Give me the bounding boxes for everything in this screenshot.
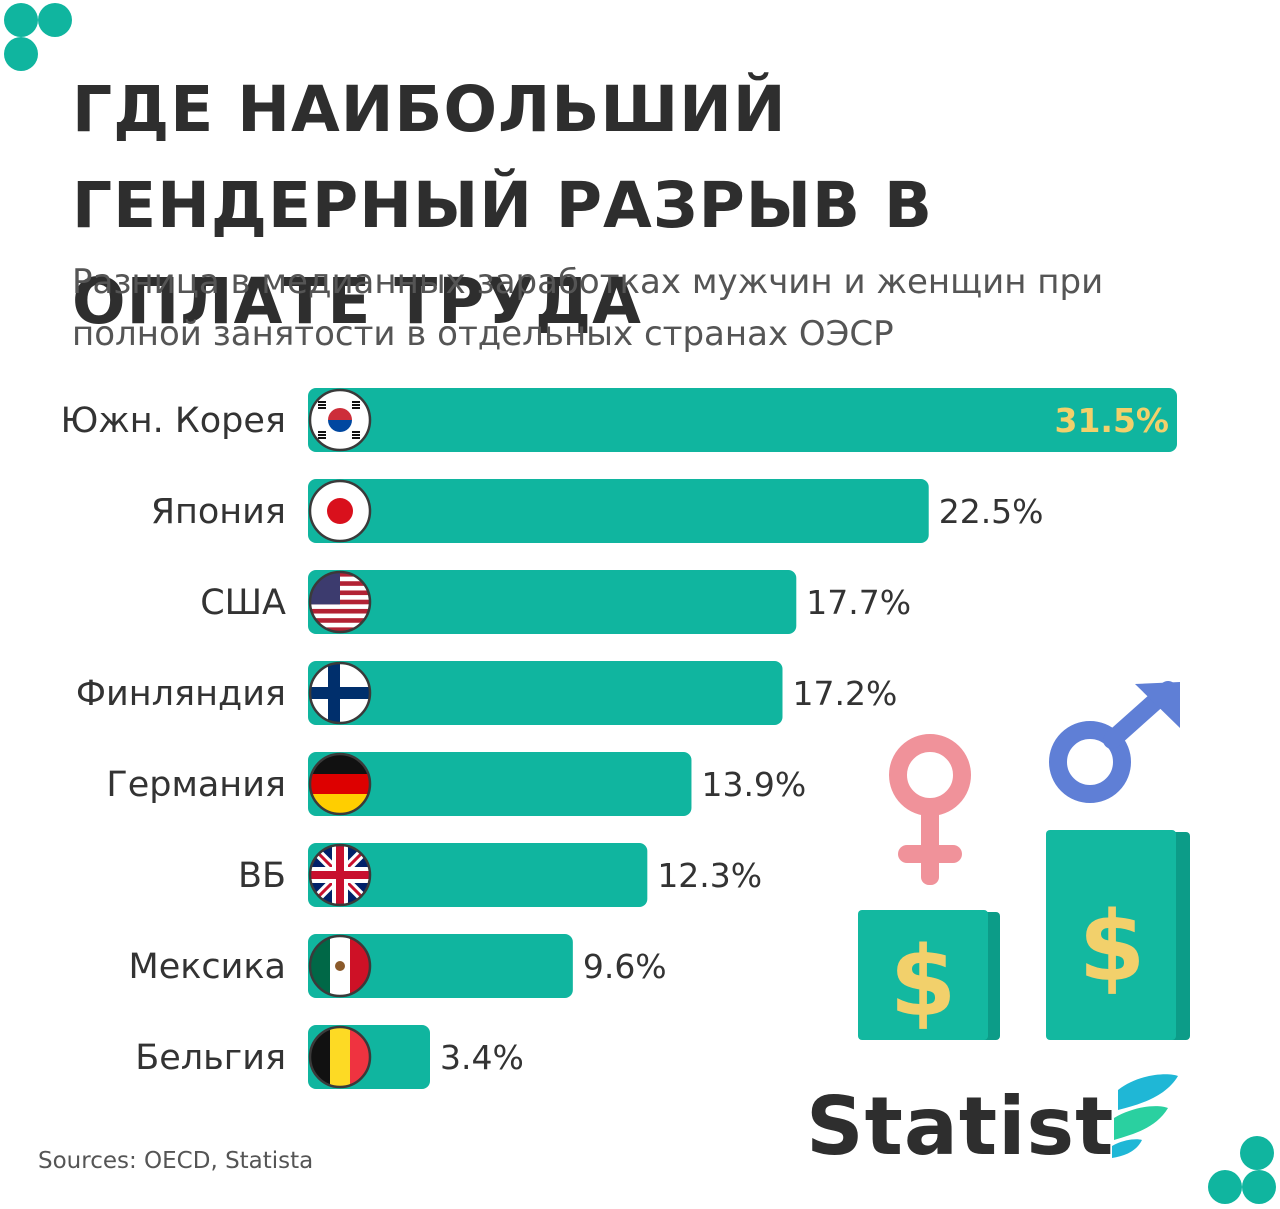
bar-chart: Южн. Корея 31.5% Япония 22.5% США 17.7% Финлян… [60,388,1177,1089]
bar-finland [308,661,783,725]
statista-logo-icon [1112,1074,1178,1158]
usa-flag-icon [308,570,372,634]
japan-flag-icon [308,479,372,543]
sources-note: Sources: OECD, Statista [38,1148,314,1174]
value-label: 13.9% [701,765,806,804]
country-label: Южн. Корея [60,401,286,441]
chart-title: ГДЕ НАИБОЛЬШИЙ ГЕНДЕРНЫЙ РАЗРЫВ В ОПЛАТЕ… [72,73,933,338]
country-label: Германия [106,765,286,805]
female-symbol-icon [889,734,971,885]
bar-uk [308,843,648,907]
value-label: 22.5% [939,492,1044,531]
finland-flag-icon [308,661,372,725]
uk-flag-icon [308,843,372,907]
value-label: 17.7% [806,583,911,622]
statist-logo-text: Statist [806,1080,1115,1173]
mexico-flag-icon [308,934,372,998]
money-stack-large: $ [1046,830,1190,1040]
dollar-icon: $ [1079,891,1146,1003]
country-label: Бельгия [135,1038,286,1078]
south-korea-flag-icon [308,388,372,452]
country-label: ВБ [238,856,286,896]
value-label: 31.5% [1055,401,1170,440]
bar-usa [308,570,797,634]
money-stack-small: $ [858,910,1000,1040]
value-label: 9.6% [583,947,667,986]
male-symbol-icon [1049,681,1180,803]
bar-south-korea [308,388,1177,452]
value-label: 3.4% [440,1038,524,1077]
bar-germany [308,752,692,816]
dollar-icon: $ [890,926,957,1038]
country-label: США [200,583,286,623]
germany-flag-icon [308,752,372,816]
country-label: Мексика [129,947,286,987]
chart-subtitle: Разница в медианных заработках мужчин и … [72,262,1104,354]
belgium-flag-icon [308,1025,372,1089]
country-label: Япония [151,492,286,532]
gender-money-illustration: $ $ [858,681,1190,1040]
bar-japan [308,479,929,543]
value-label: 17.2% [793,674,898,713]
value-label: 12.3% [657,856,762,895]
bar-mexico [308,934,573,998]
country-label: Финляндия [76,674,286,714]
